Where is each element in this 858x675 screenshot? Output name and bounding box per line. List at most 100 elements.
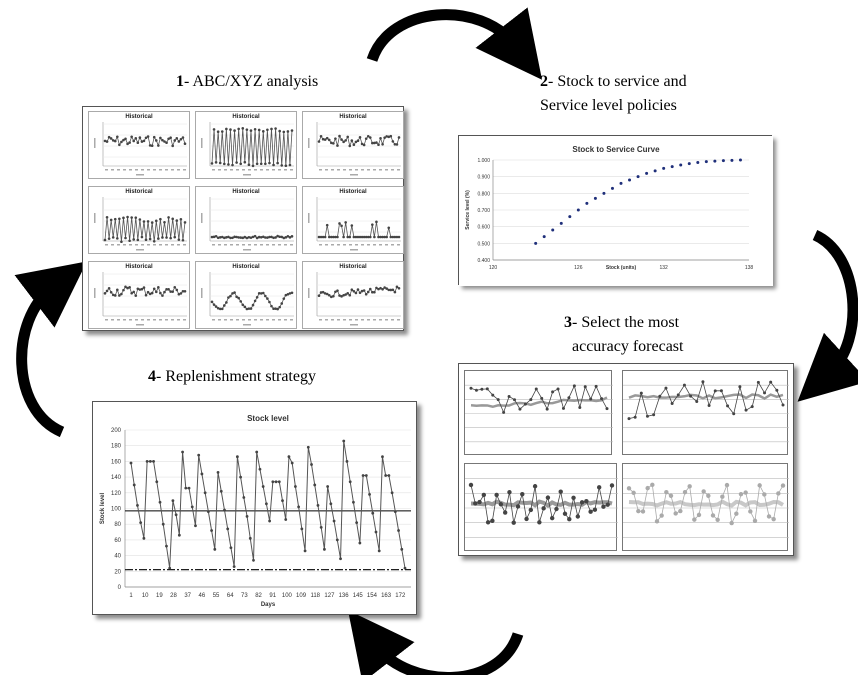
historical-point	[379, 235, 382, 239]
tick-label	[165, 169, 168, 171]
tick-label	[272, 169, 275, 171]
historical-point	[241, 236, 245, 240]
stock-level-point	[255, 450, 259, 454]
forecast-point	[732, 412, 736, 416]
tick-label	[266, 244, 269, 246]
forecast-point	[480, 387, 484, 391]
tick-label	[260, 169, 263, 171]
tick-label	[248, 319, 251, 321]
tick-label	[260, 319, 263, 321]
historical-point	[360, 142, 364, 146]
forecast-point	[515, 504, 521, 509]
historical-point	[276, 234, 279, 238]
forecast-point	[556, 387, 560, 391]
historical-point	[362, 289, 366, 292]
historical-point	[159, 136, 162, 140]
historical-point	[340, 138, 343, 141]
historical-point	[233, 235, 236, 239]
axis-label	[136, 324, 144, 326]
y-tick-label: 160	[111, 459, 122, 465]
historical-point	[212, 303, 216, 306]
historical-point	[290, 235, 294, 238]
historical-point	[397, 286, 401, 290]
stock-level-point	[303, 549, 307, 553]
historical-point	[286, 292, 290, 296]
historical-point	[175, 288, 179, 292]
historical-point	[389, 134, 393, 138]
historical-point	[237, 127, 240, 131]
y-tick-label: 200	[111, 428, 122, 434]
historical-plot	[94, 197, 187, 251]
historical-point	[120, 292, 123, 296]
historical-point	[387, 135, 391, 139]
forecast-point	[545, 495, 551, 500]
forecast-point	[639, 391, 643, 395]
tick-label	[123, 169, 126, 171]
historical-point	[212, 128, 216, 131]
historical-point	[154, 290, 158, 294]
historical-point	[288, 292, 292, 295]
tick-label	[159, 244, 162, 246]
forecast-point	[529, 398, 533, 402]
stock-level-point	[284, 518, 288, 521]
forecast-point	[518, 407, 522, 411]
forecast-point	[485, 520, 491, 525]
historical-point	[107, 237, 111, 240]
historical-point	[122, 288, 125, 292]
stock-level-point	[171, 499, 175, 503]
historical-series-line	[104, 216, 186, 242]
historical-point	[393, 235, 397, 239]
historical-point	[126, 142, 129, 146]
stock-level-point	[132, 483, 136, 487]
stock-level-point	[371, 511, 375, 515]
historical-point	[278, 129, 281, 133]
tick-label	[290, 319, 293, 321]
x-tick-label: 163	[381, 593, 392, 599]
historical-chart-title: Historical	[125, 189, 153, 195]
historical-point	[183, 221, 187, 224]
tick-label	[153, 319, 156, 321]
historical-point	[350, 224, 354, 227]
forecast-point	[589, 397, 593, 401]
y-tick-label: 100	[111, 507, 122, 513]
historical-chart: Historical	[302, 186, 404, 254]
forecast-point	[776, 491, 781, 496]
historical-point	[362, 235, 366, 239]
forecast-point	[507, 490, 512, 495]
historical-point	[116, 288, 119, 292]
stock-level-point	[268, 519, 272, 523]
historical-point	[383, 235, 386, 239]
y-tick-label: 0.600	[477, 225, 490, 231]
historical-point	[354, 235, 358, 239]
x-tick-label: 100	[282, 593, 293, 599]
axis-label	[243, 249, 251, 251]
stock-level-point	[219, 489, 223, 493]
tick-label	[212, 319, 215, 321]
forecast-point	[528, 507, 534, 513]
historical-point	[247, 235, 251, 239]
historical-point	[373, 141, 376, 145]
historical-chart-title: Historical	[339, 114, 367, 120]
historical-point	[276, 161, 279, 165]
service-point	[670, 165, 674, 169]
x-tick-label: 10	[142, 593, 149, 599]
tick-label	[397, 169, 400, 171]
historical-point	[278, 235, 281, 239]
historical-point	[282, 130, 286, 134]
forecast-point	[511, 520, 516, 525]
forecast-point	[654, 519, 660, 524]
historical-point	[235, 235, 238, 239]
service-point	[559, 221, 563, 225]
forecast-point	[734, 511, 739, 516]
stock-level-point	[400, 547, 404, 551]
historical-plot	[94, 272, 187, 326]
stock-level-point	[345, 460, 349, 463]
axis-label	[350, 324, 358, 326]
tick-label	[135, 244, 138, 246]
historical-point	[272, 163, 275, 167]
historical-plot	[308, 272, 401, 326]
historical-point	[144, 136, 148, 140]
historical-point	[134, 294, 138, 297]
forecast-point	[750, 405, 754, 409]
axis-label	[94, 138, 96, 148]
